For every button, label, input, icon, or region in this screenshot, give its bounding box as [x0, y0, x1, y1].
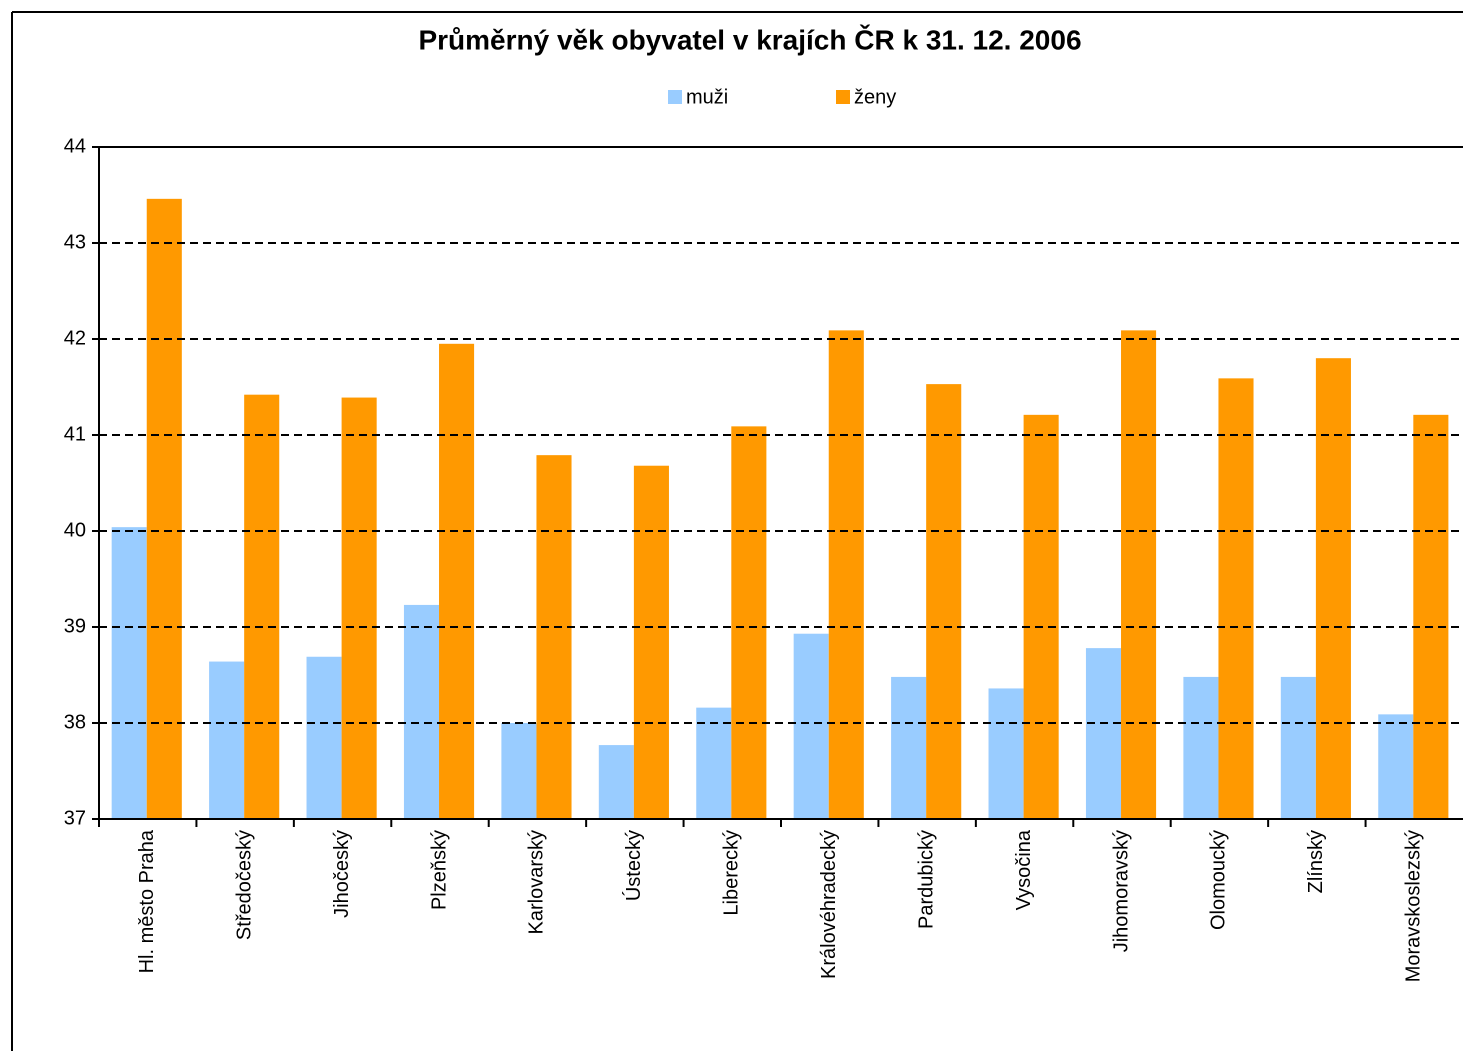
- bar: [891, 676, 927, 819]
- y-tick-label: 37: [64, 807, 86, 829]
- x-tick-label: Moravskoslezský: [1403, 830, 1425, 982]
- bar: [501, 723, 537, 819]
- y-tick-label: 40: [64, 519, 86, 541]
- bar: [111, 527, 147, 819]
- bar: [1378, 714, 1414, 819]
- bar: [1085, 648, 1122, 819]
- y-tick-label: 42: [64, 327, 86, 349]
- x-tick-label: Hl. město Praha: [136, 829, 158, 973]
- bar: [341, 397, 377, 819]
- bar: [439, 343, 475, 819]
- bar: [633, 465, 669, 819]
- x-tick-label: Pardubický: [915, 830, 937, 929]
- x-tick-label: Zlínský: [1305, 830, 1327, 893]
- bar: [988, 688, 1024, 819]
- y-tick-label: 38: [64, 711, 86, 733]
- bar: [1218, 378, 1254, 819]
- x-tick-label: Karlovarský: [526, 830, 548, 934]
- legend-swatch: [836, 90, 850, 104]
- chart-title: Průměrný věk obyvatel v krajích ČR k 31.…: [418, 23, 1081, 55]
- legend-label: ženy: [854, 86, 896, 108]
- bar: [536, 455, 572, 819]
- bar: [696, 707, 732, 819]
- legend-swatch: [668, 90, 682, 104]
- y-tick-label: 39: [64, 615, 86, 637]
- legend-label: muži: [686, 86, 728, 108]
- y-tick-label: 44: [64, 135, 86, 157]
- bar: [146, 198, 182, 820]
- x-tick-label: Středočeský: [233, 830, 255, 940]
- bar: [828, 330, 864, 819]
- y-tick-label: 43: [64, 231, 86, 253]
- x-tick-label: Vysočina: [1013, 829, 1035, 910]
- bar: [598, 745, 634, 819]
- bar: [1183, 676, 1219, 819]
- bar: [403, 604, 440, 819]
- x-tick-label: Jihočeský: [331, 830, 353, 918]
- bar: [306, 656, 342, 819]
- bar: [1121, 330, 1157, 819]
- x-tick-label: Olomoucký: [1208, 830, 1230, 930]
- bar: [1023, 414, 1059, 819]
- x-tick-label: Plzeňský: [428, 830, 450, 910]
- x-tick-label: Liberecký: [721, 830, 743, 916]
- bar: [1280, 676, 1316, 819]
- bar: [731, 426, 767, 819]
- bar: [793, 633, 829, 819]
- x-tick-label: Královéhradecký: [818, 830, 840, 979]
- bar: [926, 384, 962, 819]
- bar: [209, 661, 245, 819]
- x-tick-label: Jihomoravský: [1110, 830, 1132, 952]
- bar: [1315, 358, 1351, 819]
- y-tick-label: 41: [64, 423, 86, 445]
- x-tick-label: Ústecký: [622, 830, 645, 901]
- bar: [1413, 414, 1449, 819]
- bar: [244, 394, 280, 819]
